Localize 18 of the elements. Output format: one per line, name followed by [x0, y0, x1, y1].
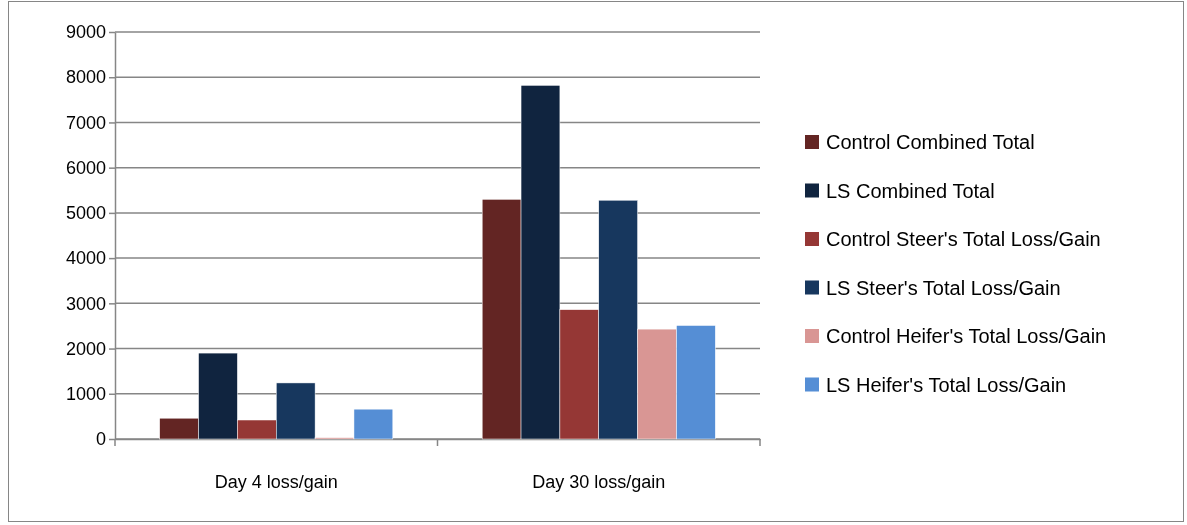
- y-tick-label: 6000: [65, 157, 106, 178]
- y-tick-label: 0: [95, 429, 106, 450]
- legend-label: LS Steer's Total Loss/Gain: [826, 276, 1061, 299]
- legend-label: Control Steer's Total Loss/Gain: [826, 228, 1101, 250]
- y-tick-label: 8000: [65, 67, 106, 88]
- y-tick-label: 9000: [65, 22, 106, 43]
- x-tick-label: Day 4 loss/gain: [214, 471, 338, 492]
- legend-label: Control Heifer's Total Loss/Gain: [826, 325, 1107, 347]
- y-tick-label: 3000: [65, 293, 106, 314]
- legend-label: LS Combined Total: [826, 179, 995, 202]
- y-tick-label: 7000: [65, 112, 106, 133]
- y-tick-label: 2000: [65, 338, 106, 359]
- x-tick-label: Day 30 loss/gain: [532, 471, 666, 492]
- y-tick-label: 4000: [65, 248, 106, 269]
- legend-label: LS Heifer's Total Loss/Gain: [826, 373, 1067, 396]
- y-tick-label: 1000: [65, 384, 106, 405]
- legend-label: Control Combined Total: [826, 131, 1035, 153]
- y-tick-label: 5000: [65, 203, 106, 224]
